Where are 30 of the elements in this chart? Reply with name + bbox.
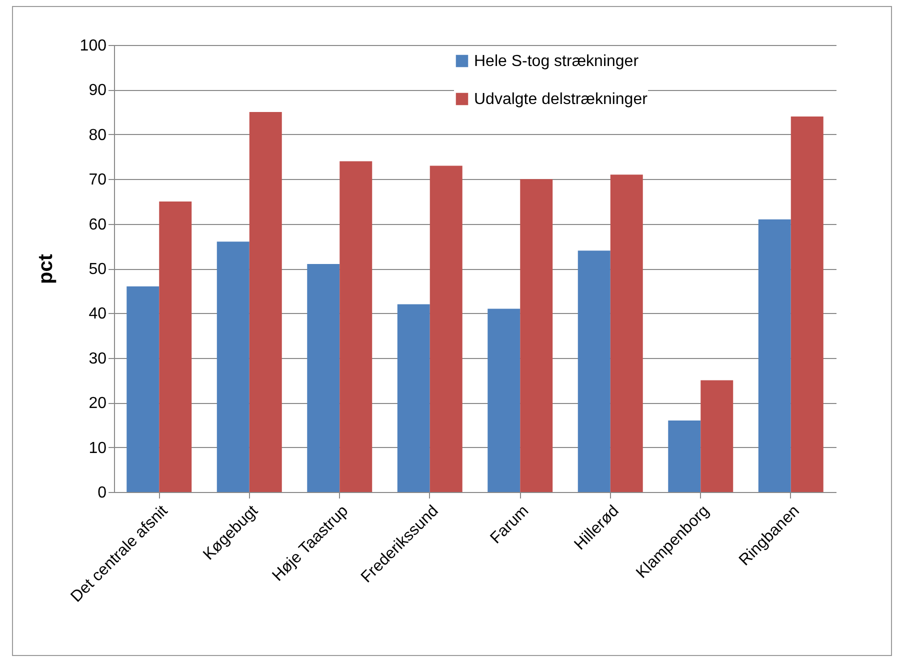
bar	[430, 166, 462, 492]
y-tick-label: 50	[88, 261, 107, 278]
bar	[700, 380, 734, 492]
bar	[488, 308, 520, 492]
y-tick-label: 10	[88, 440, 107, 457]
bar	[758, 219, 791, 492]
bar	[668, 420, 701, 492]
bar	[249, 112, 282, 492]
bar	[159, 201, 192, 492]
bar	[126, 286, 160, 492]
bar	[340, 161, 372, 492]
y-tick-label: 100	[80, 38, 107, 54]
y-axis-title: pct	[34, 254, 57, 284]
bar	[520, 179, 553, 492]
bar	[610, 174, 643, 492]
bar	[397, 304, 430, 492]
bar	[307, 264, 340, 492]
legend-label: Hele S-tog strækninger	[474, 53, 640, 70]
bar	[790, 116, 824, 492]
legend-label: Udvalgte delstrækninger	[474, 91, 648, 108]
y-tick-label: 20	[88, 395, 107, 412]
bar	[578, 250, 610, 492]
y-tick-label: 70	[88, 172, 107, 189]
y-tick-label: 90	[88, 82, 107, 100]
y-tick-label: 0	[98, 484, 107, 502]
bar	[216, 242, 250, 492]
y-tick-label: 40	[88, 306, 107, 323]
y-tick-label: 30	[88, 350, 107, 368]
y-tick-label: 80	[88, 126, 107, 144]
y-tick-label: 60	[88, 216, 107, 234]
